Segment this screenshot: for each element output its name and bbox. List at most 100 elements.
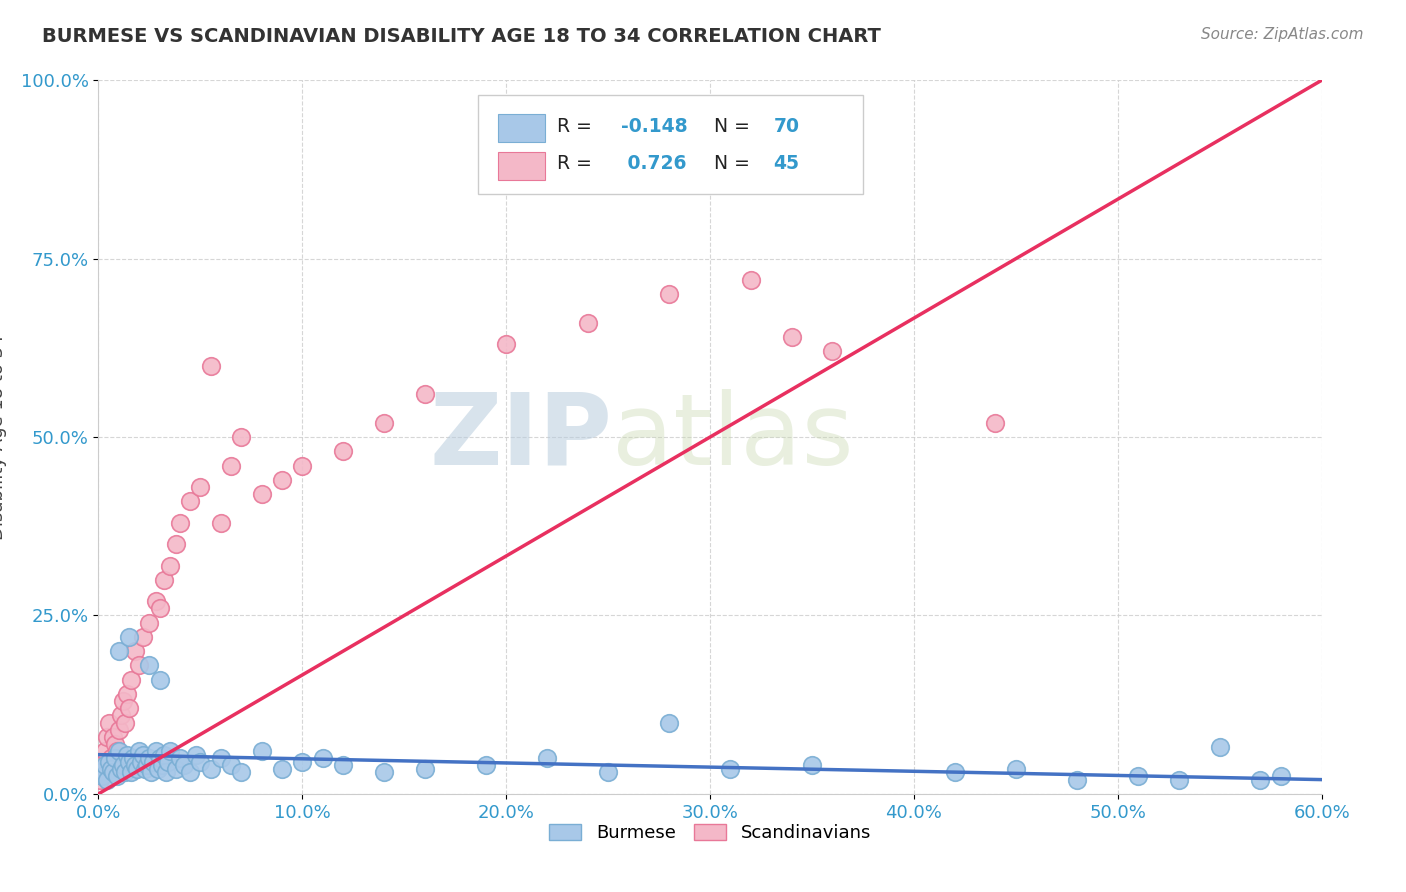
Point xyxy=(159,744,181,758)
Point xyxy=(104,737,127,751)
Point xyxy=(115,687,138,701)
Point xyxy=(97,755,120,769)
Point xyxy=(231,430,253,444)
Point xyxy=(118,701,141,715)
Point xyxy=(104,751,127,765)
Point xyxy=(115,747,138,762)
Point xyxy=(124,758,146,772)
Point xyxy=(152,573,174,587)
Point xyxy=(740,273,762,287)
Point xyxy=(984,416,1007,430)
Point xyxy=(89,772,111,787)
Point xyxy=(658,287,681,301)
Point xyxy=(149,601,172,615)
Point xyxy=(312,751,335,765)
FancyBboxPatch shape xyxy=(498,152,546,180)
Point xyxy=(128,658,150,673)
Point xyxy=(91,758,114,772)
Point xyxy=(114,715,136,730)
Point xyxy=(150,758,173,772)
Point xyxy=(101,765,124,780)
Point xyxy=(145,744,167,758)
Point xyxy=(413,762,436,776)
Text: BURMESE VS SCANDINAVIAN DISABILITY AGE 18 TO 34 CORRELATION CHART: BURMESE VS SCANDINAVIAN DISABILITY AGE 1… xyxy=(42,27,882,45)
Point xyxy=(152,747,174,762)
Y-axis label: Disability Age 18 to 34: Disability Age 18 to 34 xyxy=(0,334,7,540)
Text: 0.726: 0.726 xyxy=(620,154,686,173)
Point xyxy=(165,762,187,776)
Point xyxy=(250,487,273,501)
Point xyxy=(1128,769,1150,783)
Point xyxy=(111,758,134,772)
Point xyxy=(129,755,152,769)
Point xyxy=(219,458,242,473)
Point xyxy=(128,744,150,758)
Point xyxy=(149,751,172,765)
Point xyxy=(96,730,118,744)
Point xyxy=(718,762,742,776)
Point xyxy=(159,558,181,573)
Point xyxy=(110,708,132,723)
Point xyxy=(100,751,122,765)
Point xyxy=(209,516,232,530)
Point xyxy=(186,747,208,762)
Point xyxy=(1004,762,1026,776)
Legend: Burmese, Scandinavians: Burmese, Scandinavians xyxy=(541,816,879,849)
Point xyxy=(209,751,232,765)
Point xyxy=(142,755,165,769)
Point xyxy=(96,772,118,787)
Point xyxy=(146,762,169,776)
Point xyxy=(91,769,114,783)
Point xyxy=(138,615,160,630)
Point xyxy=(1270,769,1292,783)
Point xyxy=(536,751,558,765)
Point xyxy=(413,387,436,401)
Point xyxy=(108,644,131,658)
Text: -0.148: -0.148 xyxy=(620,117,688,136)
Point xyxy=(141,765,163,780)
Text: 45: 45 xyxy=(773,154,800,173)
Point xyxy=(179,494,201,508)
Point xyxy=(156,755,179,769)
Point xyxy=(120,673,142,687)
Point xyxy=(332,758,354,772)
Point xyxy=(105,744,128,758)
Point xyxy=(173,758,195,772)
Point xyxy=(169,751,191,765)
Point xyxy=(188,480,212,494)
Point xyxy=(1066,772,1088,787)
Point xyxy=(108,744,131,758)
Point xyxy=(145,594,167,608)
Point xyxy=(332,444,354,458)
Point xyxy=(495,337,517,351)
Point xyxy=(136,758,159,772)
FancyBboxPatch shape xyxy=(478,95,863,194)
Point xyxy=(576,316,599,330)
Point xyxy=(122,751,145,765)
Point xyxy=(93,758,115,772)
FancyBboxPatch shape xyxy=(498,114,546,143)
Point xyxy=(110,762,132,776)
Point xyxy=(101,730,124,744)
Point xyxy=(132,747,155,762)
Point xyxy=(219,758,242,772)
Point xyxy=(188,755,212,769)
Point xyxy=(165,537,187,551)
Point xyxy=(1167,772,1189,787)
Text: R =: R = xyxy=(557,117,592,136)
Point xyxy=(138,658,160,673)
Point xyxy=(118,755,141,769)
Point xyxy=(200,359,222,373)
Point xyxy=(270,762,294,776)
Point xyxy=(291,755,314,769)
Point xyxy=(169,516,191,530)
Point xyxy=(89,765,111,780)
Text: ZIP: ZIP xyxy=(429,389,612,485)
Point xyxy=(801,758,824,772)
Point xyxy=(373,416,395,430)
Point xyxy=(943,765,966,780)
Point xyxy=(93,744,115,758)
Point xyxy=(373,765,395,780)
Point xyxy=(155,765,177,780)
Point xyxy=(474,758,498,772)
